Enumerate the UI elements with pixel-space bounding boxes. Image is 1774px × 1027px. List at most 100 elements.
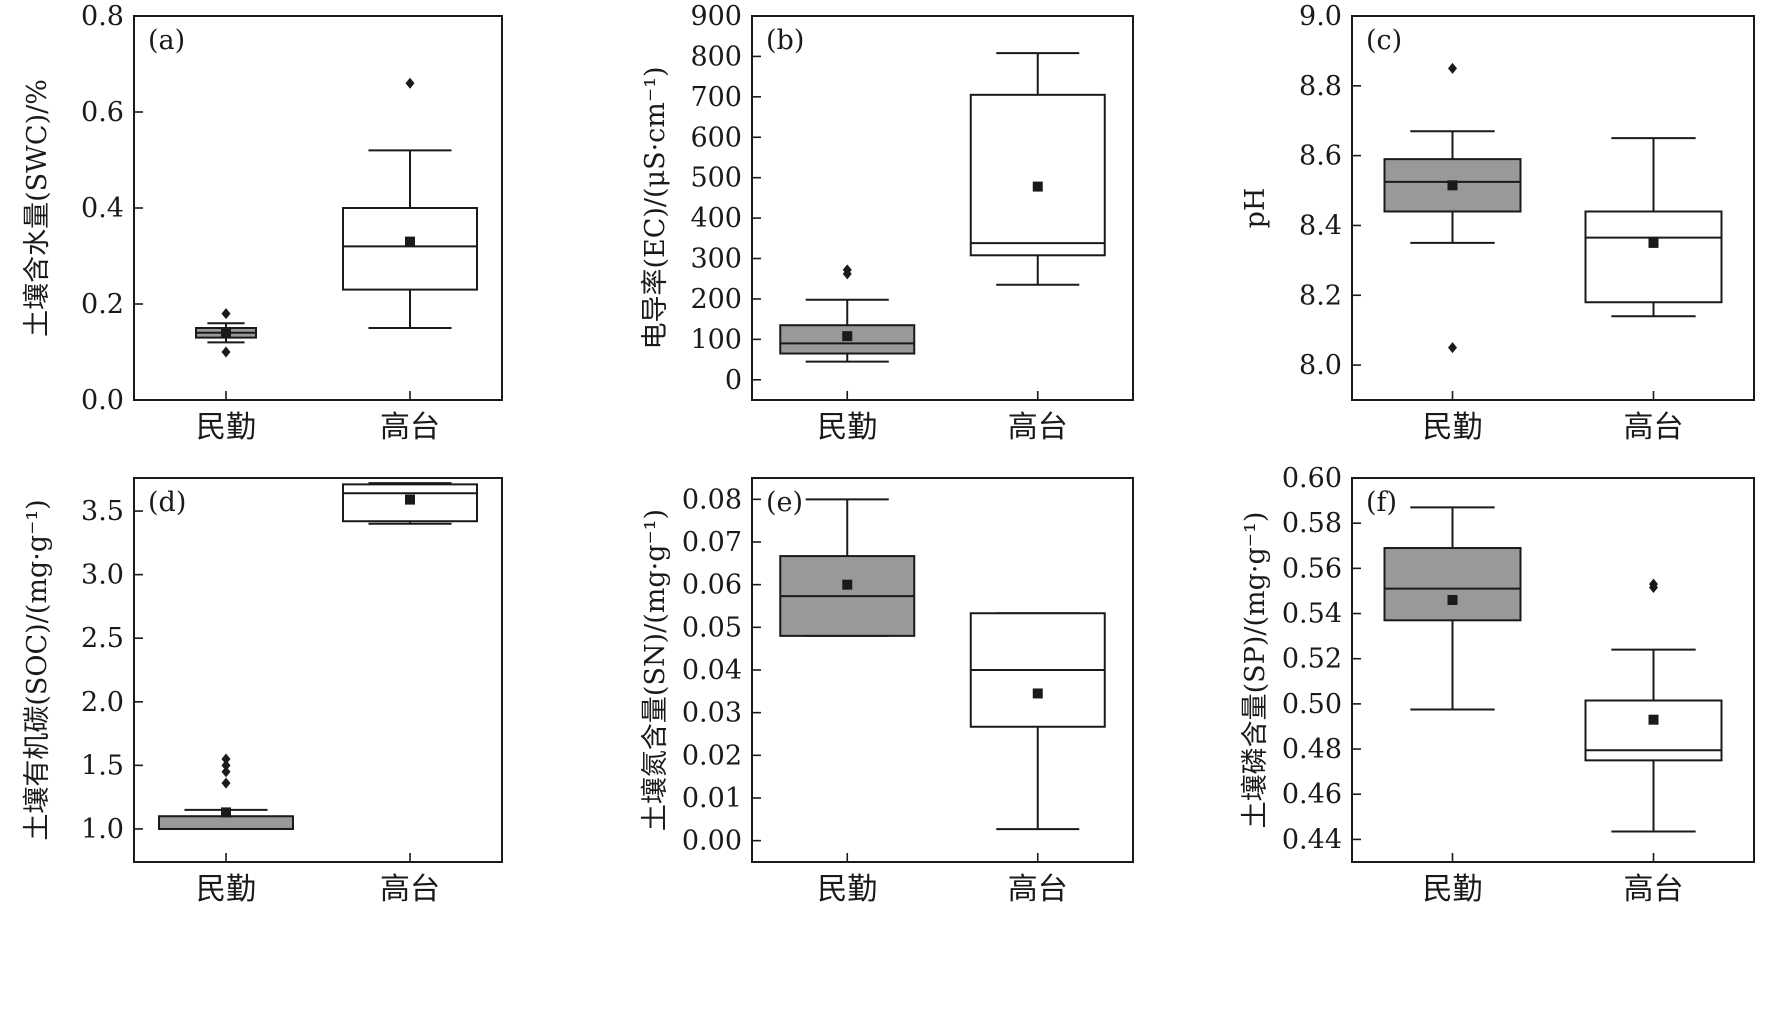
panel-c-outlier-point [1448,342,1457,354]
panel-f: 0.44 0.46 0.48 0.50 0.52 0.54 0.56 0.58 0.60 民勤 高台… [1240,463,1755,907]
panel-b-outlier-point [842,264,852,276]
panel-b-plot-frame [751,15,1134,401]
panel-c-y-tick-label: 8.4 [1299,210,1342,241]
panel-e-y-tick-label: 0.06 [682,570,742,601]
panel-b-category-label: 民勤 [817,410,877,445]
panel-f-y-tick-label: 0.56 [1282,553,1342,584]
panel-b-y-tick-label: 800 [690,41,742,72]
panel-f-y-axis-title: 土壤磷含量(SP)/(mg·g⁻¹) [1240,512,1271,829]
panel-f-y-tick-label: 0.58 [1282,508,1342,539]
panel-c-mean-marker [1648,237,1659,248]
panel-b-panel-label: (b) [766,25,804,56]
panel-a-y-tick-label: 0.4 [81,193,124,224]
panel-d-mean-marker [405,494,415,505]
panel-d-y-tick-label: 2.5 [81,623,124,654]
panel-c-panel-label: (c) [1366,25,1402,56]
panel-d-box [158,815,294,830]
panel-a-outlier-point [221,308,231,320]
panel-c-y-axis-title: pH [1240,188,1271,229]
panel-c: 8.0 8.2 8.4 8.6 8.8 9.0 民勤 高台 (c) pH [1240,1,1755,445]
panel-f-plot-frame [1351,477,1755,863]
panel-d-y-tick-label: 1.0 [81,814,124,845]
panel-a-mean-marker [221,327,231,338]
panel-e-y-tick-label: 0.03 [682,698,742,729]
panel-a-category-label: 高台 [380,410,440,445]
panel-f-y-tick-label: 0.54 [1282,599,1342,630]
panel-b-box [969,93,1106,257]
panel-d-outlier-point [221,777,231,789]
panel-c-y-tick-label: 8.0 [1299,350,1342,381]
panel-b: 0 100 200 300 400 500 600 700 800 900 民勤 高台 (b) 电导率(E… [640,1,1134,445]
panel-a-category-label: 民勤 [196,410,256,445]
panel-b-y-tick-label: 100 [690,324,742,355]
panel-f-box [1383,547,1522,622]
panel-d-outlier-point [221,759,231,771]
panel-a-panel-label: (a) [148,25,185,56]
panel-f-y-tick-label: 0.48 [1282,734,1342,765]
panel-e-y-tick-label: 0.05 [682,612,742,643]
panel-d-y-axis-title: 土壤有机碳(SOC)/(mg·g⁻¹) [22,499,53,840]
panel-f-y-tick-label: 0.44 [1282,824,1342,855]
panel-b-y-tick-label: 600 [690,122,742,153]
panel-f-category-label: 民勤 [1423,872,1483,907]
panel-a-y-axis-title: 土壤含水量(SWC)/% [22,79,53,337]
panel-c-category-label: 民勤 [1423,410,1483,445]
panel-e-category-label: 高台 [1008,872,1068,907]
panel-e-y-tick-label: 0.07 [682,527,742,558]
panel-b-y-tick-label: 200 [690,284,742,315]
panel-d-y-tick-label: 2.0 [81,687,124,718]
panel-a-outlier-point [221,346,231,358]
panel-b-y-axis-title: 电导率(EC)/(μS·cm⁻¹) [640,66,671,349]
panel-c-y-tick-label: 8.8 [1299,71,1342,102]
panel-e-panel-label: (e) [766,487,803,518]
panel-a: 0.0 0.2 0.4 0.6 0.8 民勤 高台 (a) 土壤含水量(SWC)/% [22,1,503,445]
panel-b-category-label: 高台 [1008,410,1068,445]
panel-b-y-tick-label: 400 [690,203,742,234]
panel-c-box [1584,210,1723,304]
panel-e-category-label: 民勤 [817,872,877,907]
panel-c-y-tick-label: 8.2 [1299,280,1342,311]
panel-b-mean-marker [1032,181,1043,192]
panel-b-y-tick-label: 700 [690,82,742,113]
panel-b-y-tick-label: 900 [690,1,742,32]
panel-a-box [342,207,478,291]
panel-f-y-tick-label: 0.46 [1282,779,1342,810]
panel-b-y-tick-label: 0 [725,365,742,396]
panel-d-y-tick-label: 3.5 [81,496,124,527]
panel-d-outlier-point [221,766,231,778]
panel-e-y-axis-title: 土壤氮含量(SN)/(mg·g⁻¹) [640,509,671,831]
panel-e-y-tick-label: 0.00 [682,826,742,857]
panel-d-category-label: 民勤 [196,872,256,907]
panel-e-y-tick-label: 0.01 [682,783,742,814]
panel-e-y-tick-label: 0.04 [682,655,742,686]
panel-f-y-tick-label: 0.60 [1282,463,1342,494]
panel-c-plot-frame [1351,15,1755,401]
panel-e-mean-marker [842,579,853,590]
panel-a-y-tick-label: 0.2 [81,289,124,320]
panel-f-category-label: 高台 [1624,872,1684,907]
panel-f-mean-marker [1648,714,1659,725]
panel-e-y-tick-label: 0.08 [682,484,742,515]
panel-f-y-tick-label: 0.50 [1282,689,1342,720]
panel-d-category-label: 高台 [380,872,440,907]
panel-d-plot-frame [133,477,503,863]
panel-d-y-tick-label: 1.5 [81,750,124,781]
panel-d-panel-label: (d) [148,487,186,518]
panel-a-outlier-point [405,77,415,89]
panel-f-mean-marker [1447,594,1458,605]
panel-d-outlier-point [221,753,231,765]
panel-f-box [1584,699,1723,762]
panel-a-y-tick-label: 0.0 [81,385,124,416]
panel-e-mean-marker [1032,688,1043,699]
panel-d: 1.0 1.5 2.0 2.5 3.0 3.5 民勤 高台 (d) 土壤有机碳(SOC)/(mg·… [22,477,503,907]
panel-c-outlier-point [1448,62,1457,74]
panel-b-y-tick-label: 500 [690,163,742,194]
panel-b-mean-marker [842,331,853,342]
panel-e-y-tick-label: 0.02 [682,740,742,771]
panel-a-mean-marker [405,236,415,247]
panel-f-outlier-point [1649,578,1658,590]
panel-a-y-tick-label: 0.8 [81,1,124,32]
panel-c-y-tick-label: 9.0 [1299,1,1342,32]
panel-c-box [1383,158,1522,213]
panel-f-y-tick-label: 0.52 [1282,644,1342,675]
